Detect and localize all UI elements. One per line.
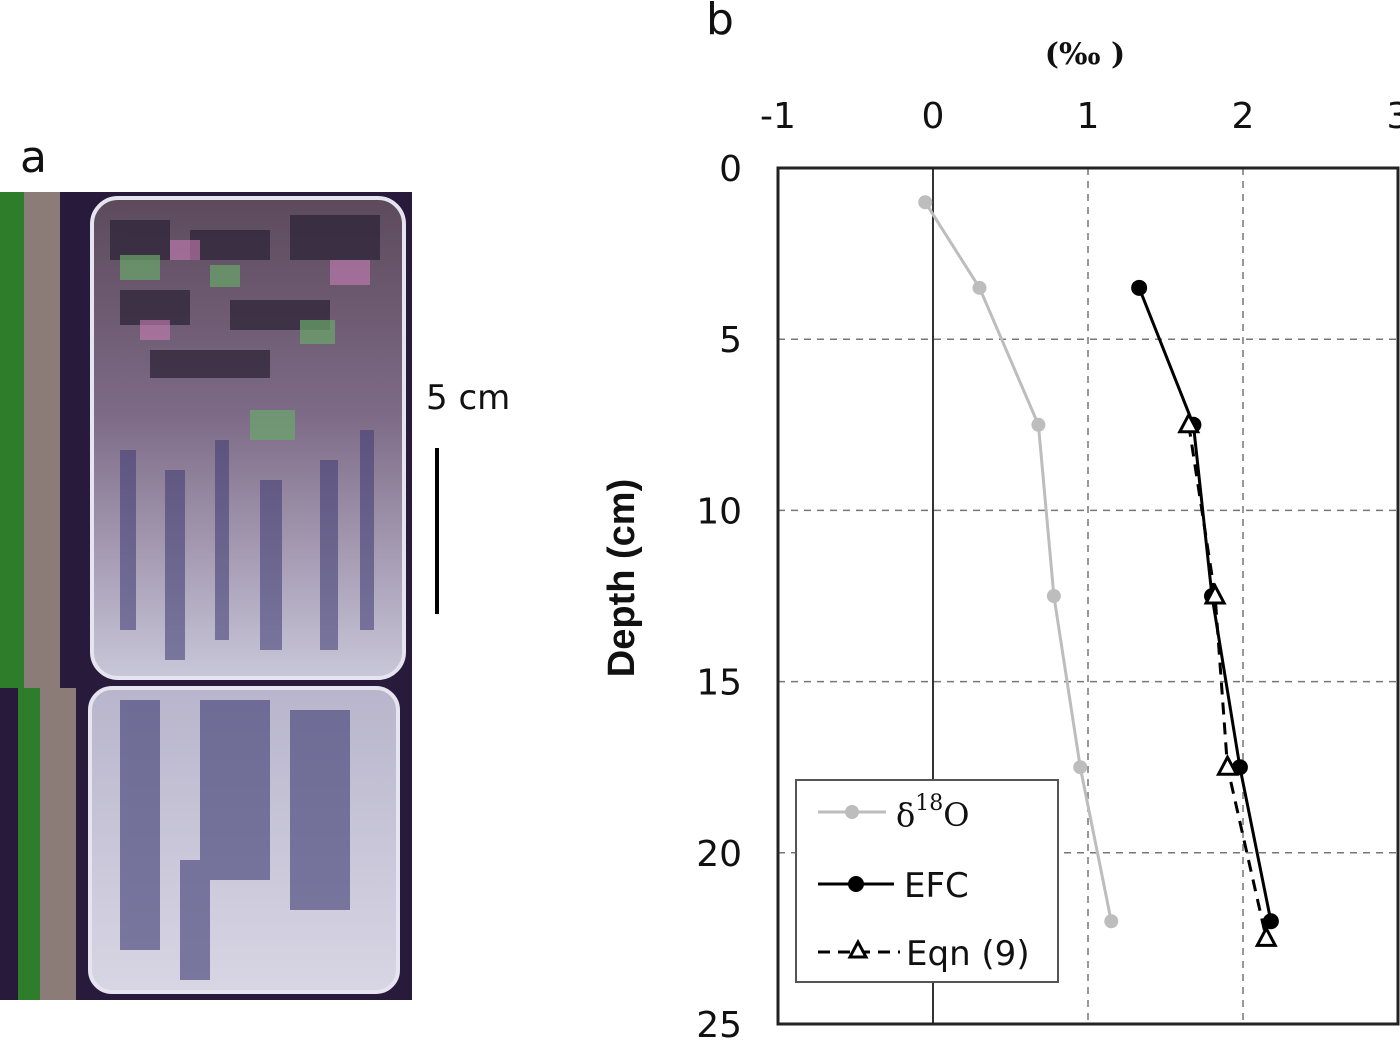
data-point (918, 195, 933, 210)
legend-marker-eqn9 (847, 938, 869, 959)
data-point (972, 280, 987, 295)
scale-bar-label: 5 cm (426, 378, 511, 418)
data-point (1177, 411, 1201, 434)
data-point (1073, 760, 1088, 775)
data-point (1046, 589, 1061, 603)
x-tick-label: 1 (1077, 96, 1100, 137)
legend-marker-d18o (845, 805, 859, 819)
legend-label-eqn9: Eqn (9) (906, 934, 1030, 974)
scale-bar (435, 448, 439, 614)
y-tick-label: 20 (696, 834, 742, 875)
plot-frame (776, 166, 1400, 1026)
legend-box (795, 779, 1059, 983)
series-line-1 (1137, 287, 1273, 922)
series-2 (1177, 411, 1278, 947)
panel-label-b: b (706, 0, 734, 45)
legend-d18o-base: δ (896, 796, 915, 834)
data-point (1203, 582, 1227, 605)
series-layer (918, 195, 1279, 947)
panel-label-a: a (20, 132, 47, 183)
y-axis-label: Depth (cm) (601, 479, 643, 677)
data-point (1131, 279, 1148, 296)
x-tick-label: 3 (1387, 96, 1400, 137)
x-tick-label: 0 (922, 96, 945, 137)
legend-entry-eqn9: Eqn (9) (818, 934, 1030, 974)
legend: δ18O EFC Eqn (9) (795, 779, 1059, 983)
legend-marker-efc (848, 876, 864, 892)
x-tick-label: 2 (1232, 96, 1255, 137)
y-tick-label: 10 (696, 491, 742, 532)
x-unit-label: (‰ ) (1045, 37, 1125, 72)
data-point (1104, 914, 1119, 929)
x-tick-label: -1 (760, 96, 796, 137)
data-point (1262, 913, 1279, 930)
legend-label-d18o: δ18O (896, 791, 970, 834)
series-0 (918, 195, 1119, 929)
y-tick-label: 0 (719, 149, 742, 190)
legend-entry-efc: EFC (818, 866, 969, 906)
tick-layer: -1 0 1 2 3 0 5 10 15 20 25 (696, 96, 1400, 1044)
series-line-0 (923, 201, 1113, 922)
y-tick-label: 15 (696, 663, 742, 704)
data-point (1031, 417, 1046, 432)
legend-entry-d18o: δ18O (818, 791, 970, 834)
series-1 (1131, 279, 1279, 930)
ice-core-photo (0, 192, 412, 1000)
y-tick-label: 25 (696, 1005, 742, 1044)
data-point (1254, 925, 1278, 947)
legend-d18o-sup: 18 (915, 791, 943, 816)
series-line-2 (1187, 424, 1268, 939)
data-point (1216, 753, 1239, 776)
legend-label-efc: EFC (904, 866, 969, 906)
y-tick-label: 5 (719, 320, 742, 361)
legend-d18o-rest: O (943, 796, 969, 834)
